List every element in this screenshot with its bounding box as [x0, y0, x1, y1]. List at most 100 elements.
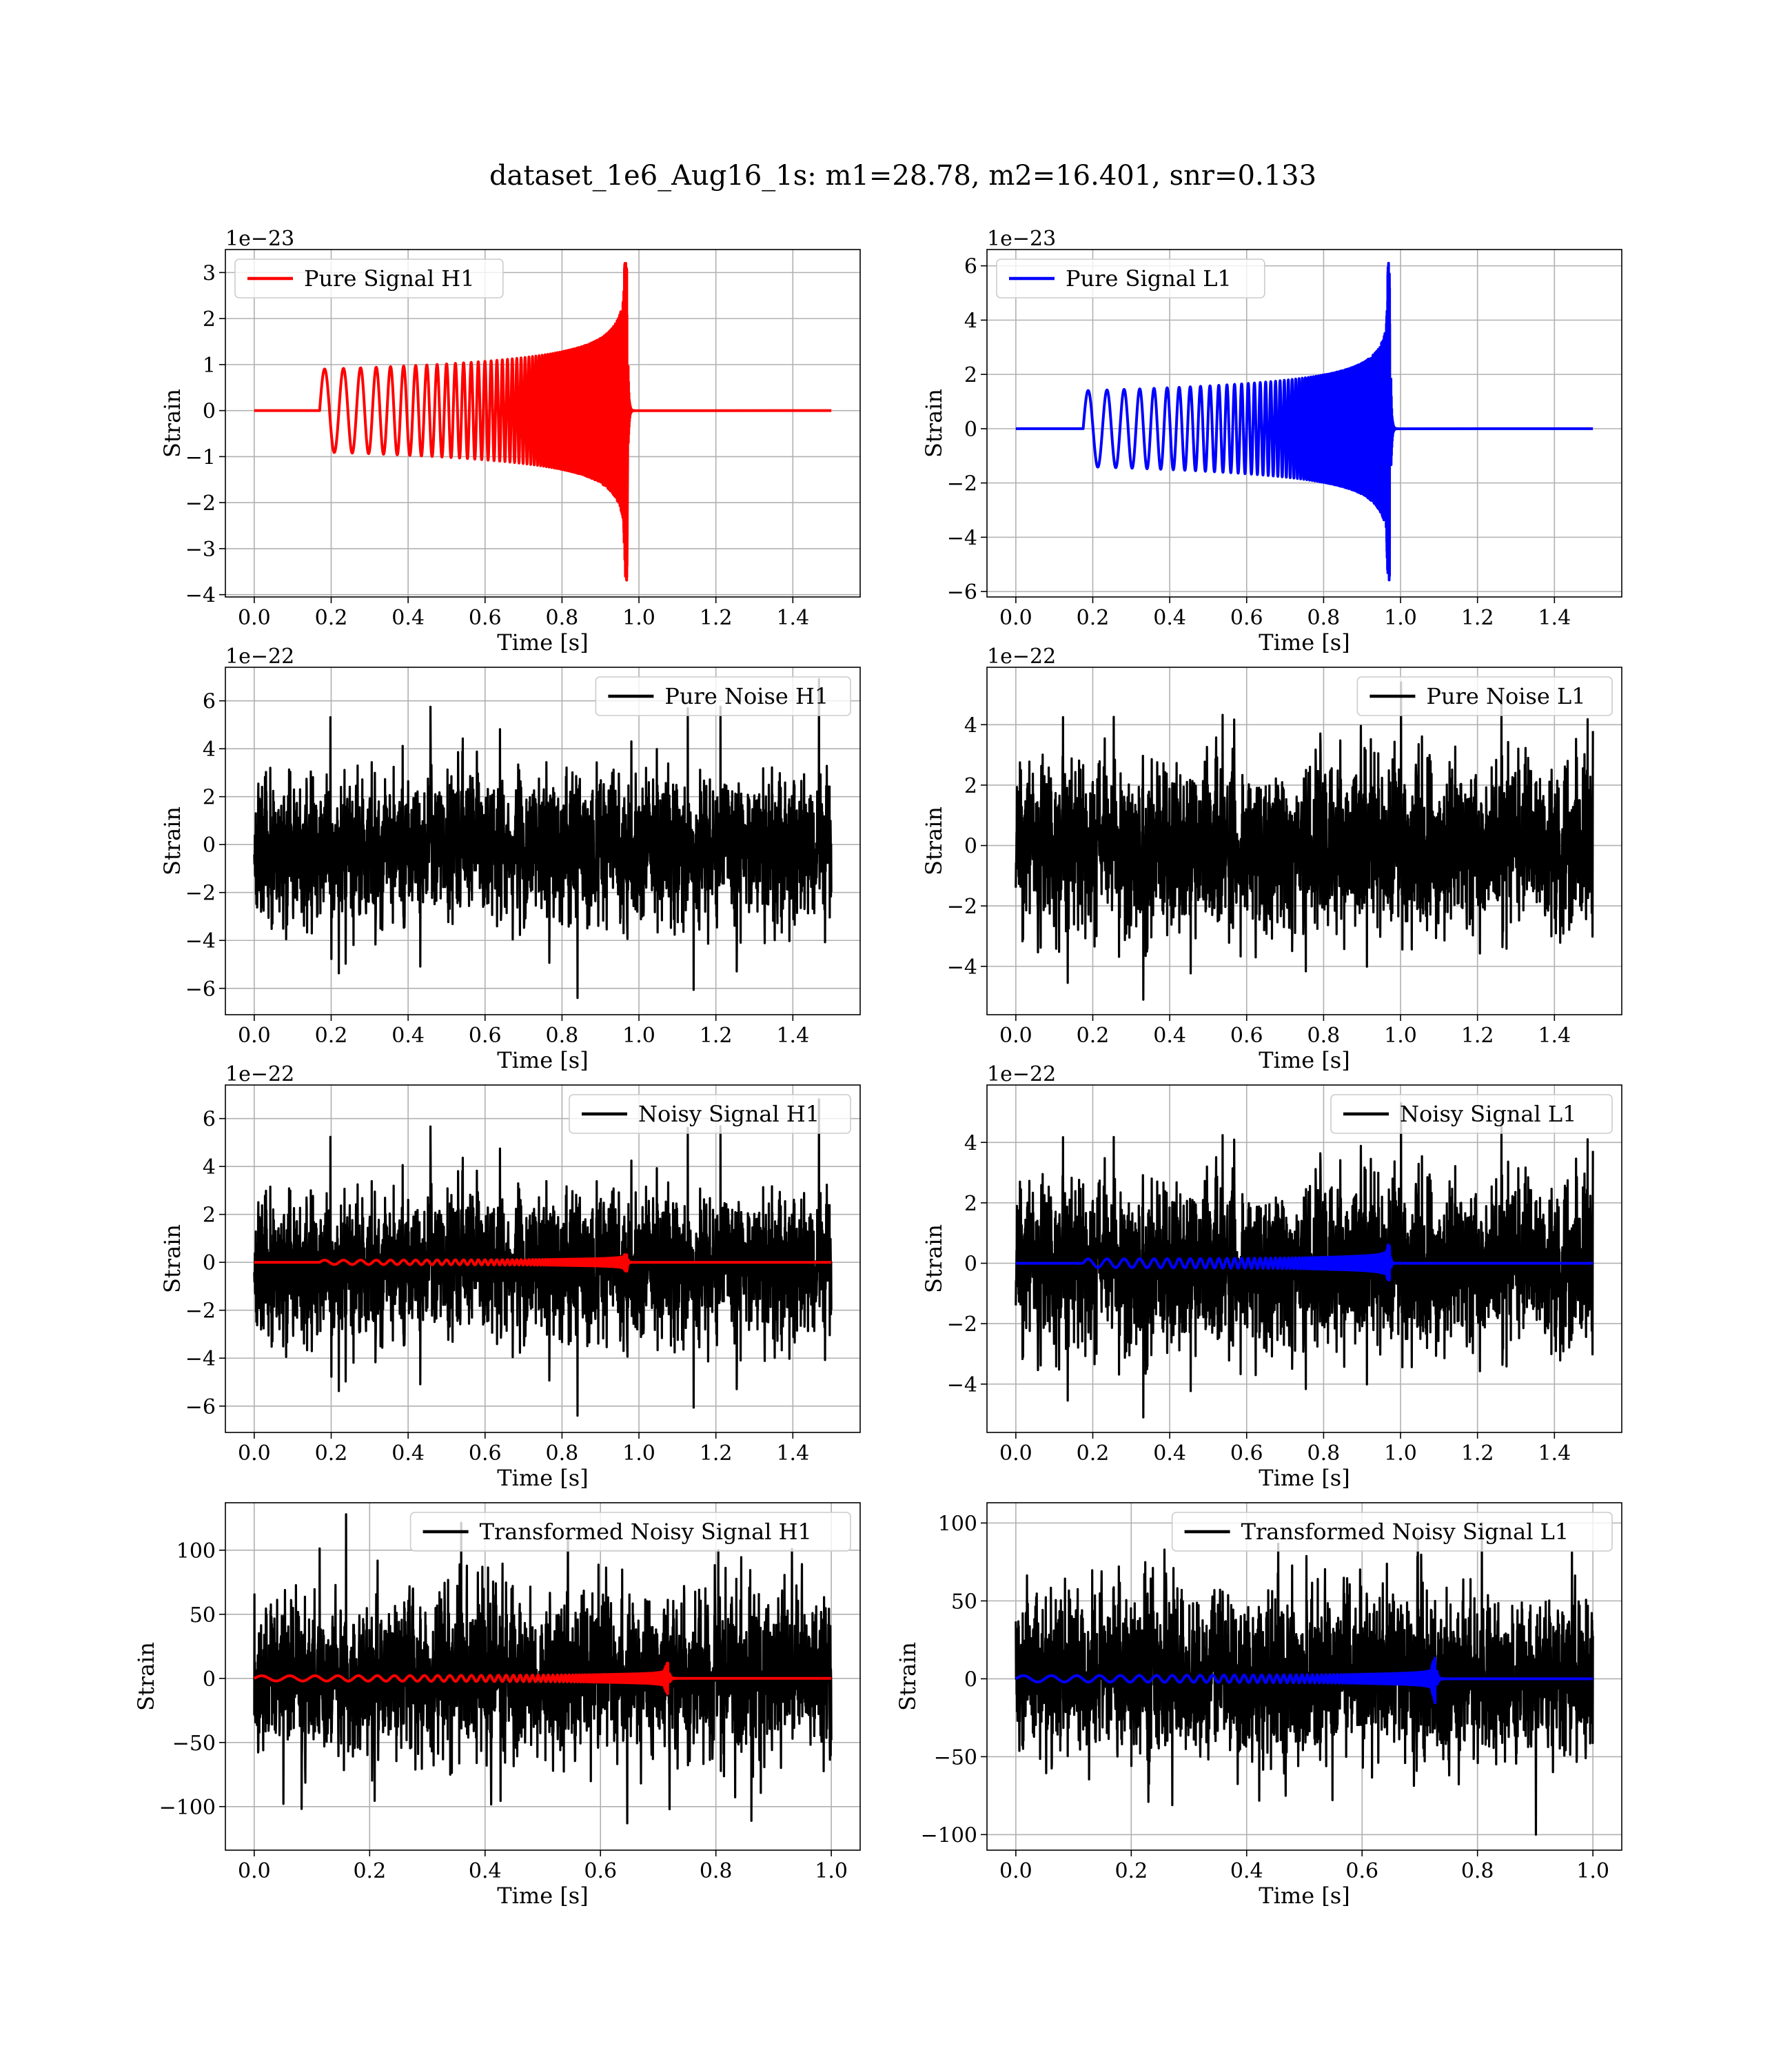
y-tick-label: 0: [964, 835, 977, 859]
y-tick-label: 100: [176, 1539, 216, 1563]
x-axis-label: Time [s]: [1259, 1883, 1350, 1909]
x-tick-label: 0.2: [315, 606, 348, 630]
subplot-noisy-signal-h1: 0.0 0.2 0.4 0.6 0.8 1.0 1.2 1.4 −6 −4 −2 0 2 4 6 Time […: [159, 1062, 861, 1491]
axes-frame: [225, 1084, 861, 1433]
x-axis-label: Time [s]: [1259, 629, 1350, 656]
y-tick-label: 4: [964, 713, 977, 738]
y-axis-label: Strain: [921, 807, 947, 875]
y-tick-label: −4: [947, 955, 977, 980]
x-tick-label: 1.4: [776, 1024, 809, 1048]
y-tick-label: 2: [964, 774, 977, 798]
subplot-noisy-signal-l1: 0.0 0.2 0.4 0.6 0.8 1.0 1.2 1.4 −4 −2 0 2 4 Time [s] S…: [921, 1062, 1622, 1491]
x-tick-label: 0.0: [999, 1441, 1032, 1466]
y-tick-label: 3: [203, 261, 216, 285]
y-tick-label: −2: [947, 472, 977, 496]
y-tick-label: 0: [964, 1667, 977, 1692]
y-scale-offset-label: 1e−22: [987, 1062, 1056, 1086]
series-line-noise-0: [253, 678, 833, 1000]
x-tick-label: 0.8: [1307, 1441, 1341, 1466]
y-tick-label: −3: [185, 538, 216, 562]
axes-frame: [986, 667, 1622, 1015]
axes-frame: [225, 249, 861, 598]
x-axis-label: Time [s]: [497, 629, 588, 656]
x-tick-label: 1.2: [700, 1441, 733, 1466]
x-tick-label: 1.4: [1538, 1024, 1571, 1048]
legend-label: Pure Noise L1: [1426, 683, 1585, 709]
x-tick-label: 0.8: [1307, 606, 1341, 630]
y-tick-label: 0: [964, 1253, 977, 1277]
x-tick-label: 0.4: [469, 1859, 502, 1883]
x-tick-label: 0.6: [1230, 606, 1263, 630]
x-tick-label: 1.4: [776, 1441, 809, 1466]
x-tick-label: 0.0: [238, 1024, 271, 1048]
subplot-transformed-noisy-signal-l1: 0.0 0.2 0.4 0.6 0.8 1.0 −100 −50 0 50 100 Time [s] S…: [895, 1502, 1622, 1909]
x-tick-label: 0.4: [1230, 1859, 1263, 1883]
x-tick-label: 0.4: [1153, 606, 1186, 630]
y-tick-label: 4: [203, 738, 216, 762]
x-tick-label: 1.4: [1538, 606, 1571, 630]
x-tick-label: 1.2: [700, 1024, 733, 1048]
x-tick-label: 1.4: [1538, 1441, 1571, 1466]
legend-box: [409, 1512, 851, 1552]
y-tick-label: −2: [185, 1299, 216, 1324]
figure-title: dataset_1e6_Aug16_1s: m1=28.78, m2=16.40…: [489, 160, 1316, 192]
x-tick-label: 0.6: [1230, 1441, 1263, 1466]
series-group: [254, 262, 832, 582]
series-group: [1015, 681, 1594, 1001]
x-tick-label: 0.2: [1077, 606, 1110, 630]
series-line-signal-1: [254, 1253, 832, 1273]
x-tick-label: 0.0: [238, 606, 271, 630]
y-tick-label: 50: [951, 1590, 977, 1614]
y-axis-label: Strain: [895, 1642, 921, 1711]
axes-frame: [225, 667, 861, 1015]
series-line-signal-1: [1014, 1656, 1594, 1705]
y-tick-label: 0: [203, 1667, 216, 1692]
x-tick-label: 0.2: [353, 1859, 386, 1883]
y-tick-label: 2: [964, 363, 977, 387]
legend-label: Noisy Signal L1: [1400, 1101, 1577, 1127]
x-tick-label: 0.2: [1077, 1441, 1110, 1466]
series-line-noise-0: [253, 1513, 833, 1825]
y-tick-label: 4: [964, 309, 977, 333]
y-tick-label: −50: [934, 1745, 977, 1770]
x-tick-label: 0.6: [584, 1859, 617, 1883]
y-tick-label: 6: [203, 690, 216, 714]
y-axis-label: Strain: [159, 389, 185, 458]
x-axis-label: Time [s]: [497, 1465, 588, 1491]
x-axis-label: Time [s]: [497, 1047, 588, 1073]
series-group: [253, 678, 833, 1000]
y-tick-label: 2: [964, 1192, 977, 1216]
legend: Noisy Signal H1: [569, 1094, 851, 1134]
legend: Pure Signal L1: [996, 258, 1265, 298]
x-tick-label: 1.2: [700, 606, 733, 630]
x-tick-label: 0.0: [999, 606, 1032, 630]
series-line-signal-0: [254, 262, 832, 582]
x-tick-label: 0.2: [1077, 1024, 1110, 1048]
legend-box: [1330, 1094, 1613, 1134]
x-tick-label: 1.0: [622, 1024, 655, 1048]
legend-label: Transformed Noisy Signal L1: [1241, 1519, 1569, 1545]
y-tick-label: 2: [203, 786, 216, 810]
y-tick-label: 4: [203, 1155, 216, 1179]
y-tick-label: −2: [185, 882, 216, 906]
y-tick-label: −4: [185, 1347, 216, 1371]
legend-box: [569, 1094, 851, 1134]
x-tick-label: 0.0: [999, 1024, 1032, 1048]
legend: Pure Noise H1: [595, 676, 851, 716]
x-tick-label: 1.4: [776, 606, 809, 630]
legend: Noisy Signal L1: [1330, 1094, 1613, 1134]
subplot-pure-noise-l1: 0.0 0.2 0.4 0.6 0.8 1.0 1.2 1.4 −4 −2 0 2 4 Time [s] S…: [921, 645, 1622, 1073]
y-tick-label: −4: [947, 1373, 977, 1397]
y-tick-label: 2: [203, 1204, 216, 1228]
legend-label: Noisy Signal H1: [638, 1101, 819, 1127]
x-tick-label: 1.2: [1461, 1441, 1494, 1466]
y-scale-offset-label: 1e−22: [987, 645, 1056, 669]
x-tick-label: 0.0: [238, 1441, 271, 1466]
x-tick-label: 1.2: [1461, 606, 1494, 630]
x-tick-label: 0.4: [1153, 1441, 1186, 1466]
axes-frame: [986, 1084, 1622, 1433]
x-axis-label: Time [s]: [1259, 1047, 1350, 1073]
y-scale-offset-label: 1e−22: [225, 1062, 294, 1086]
legend: Transformed Noisy Signal L1: [1171, 1512, 1613, 1552]
